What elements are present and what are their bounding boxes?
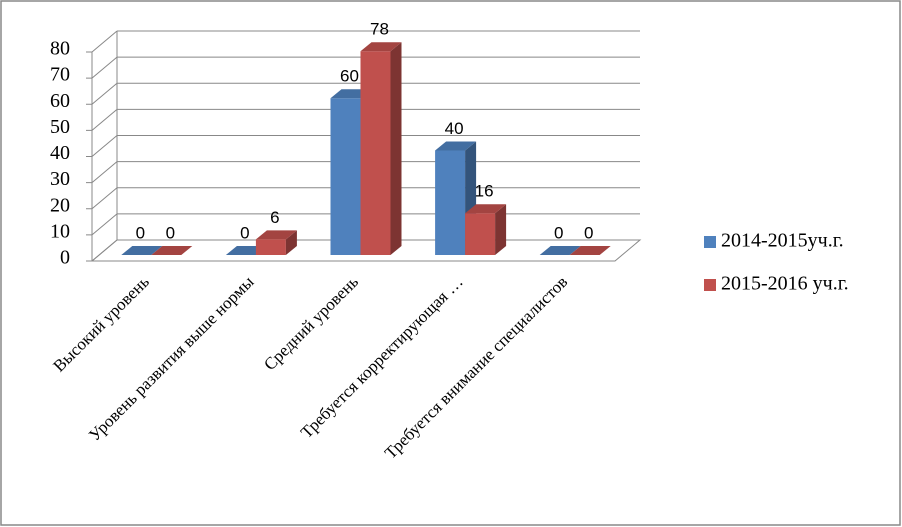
legend-label: 2014-2015уч.г. bbox=[721, 230, 844, 252]
side-grid-line bbox=[91, 187, 118, 210]
bar-side bbox=[390, 42, 402, 255]
side-grid-line bbox=[91, 108, 118, 131]
bar-side bbox=[285, 230, 297, 255]
bar-top bbox=[569, 246, 611, 255]
bar-top bbox=[465, 204, 507, 214]
bar-top bbox=[360, 42, 402, 52]
y-tick-label: 0 bbox=[60, 247, 70, 269]
legend-swatch bbox=[704, 279, 716, 291]
bar-top bbox=[435, 141, 477, 151]
value-label: 40 bbox=[445, 119, 464, 138]
y-tick-label: 20 bbox=[50, 194, 70, 216]
value-label: 60 bbox=[340, 67, 359, 86]
legend-swatch bbox=[704, 236, 716, 248]
bar bbox=[539, 246, 581, 255]
bar bbox=[255, 230, 297, 255]
side-grid-line bbox=[91, 135, 118, 157]
bar-front bbox=[330, 98, 361, 255]
value-label: 0 bbox=[584, 223, 593, 242]
bar bbox=[465, 204, 507, 255]
bar bbox=[151, 246, 193, 255]
value-label: 0 bbox=[240, 223, 249, 242]
bar-side bbox=[495, 204, 507, 255]
bar-front bbox=[255, 239, 286, 255]
bar bbox=[360, 42, 402, 255]
value-label: 78 bbox=[370, 20, 389, 39]
bar-front bbox=[360, 51, 391, 255]
value-label: 6 bbox=[270, 208, 279, 227]
bar bbox=[121, 246, 163, 255]
y-tick-label: 10 bbox=[50, 220, 70, 242]
side-grid-line bbox=[91, 56, 118, 79]
y-tick-label: 60 bbox=[50, 90, 70, 112]
bar-top bbox=[121, 246, 163, 255]
bar-front bbox=[465, 213, 496, 255]
side-grid-line bbox=[91, 213, 118, 236]
y-tick-label: 40 bbox=[50, 142, 70, 164]
side-grid-line bbox=[91, 161, 118, 184]
bar-top bbox=[255, 230, 297, 240]
bar-front bbox=[435, 150, 466, 255]
bar-top bbox=[151, 246, 193, 255]
bar bbox=[569, 246, 611, 255]
side-grid-line bbox=[91, 82, 118, 105]
value-label: 0 bbox=[166, 223, 175, 242]
value-label: 0 bbox=[554, 223, 563, 242]
legend-label: 2015-2016 уч.г. bbox=[721, 273, 849, 295]
y-tick-label: 50 bbox=[50, 116, 70, 138]
y-tick-label: 80 bbox=[50, 38, 70, 60]
side-grid-line bbox=[91, 30, 118, 53]
y-tick-label: 30 bbox=[50, 168, 70, 190]
bar-top bbox=[539, 246, 581, 255]
y-tick-label: 70 bbox=[50, 64, 70, 86]
value-label: 16 bbox=[475, 182, 494, 201]
side-grid-line bbox=[91, 239, 118, 262]
value-label: 0 bbox=[136, 223, 145, 242]
